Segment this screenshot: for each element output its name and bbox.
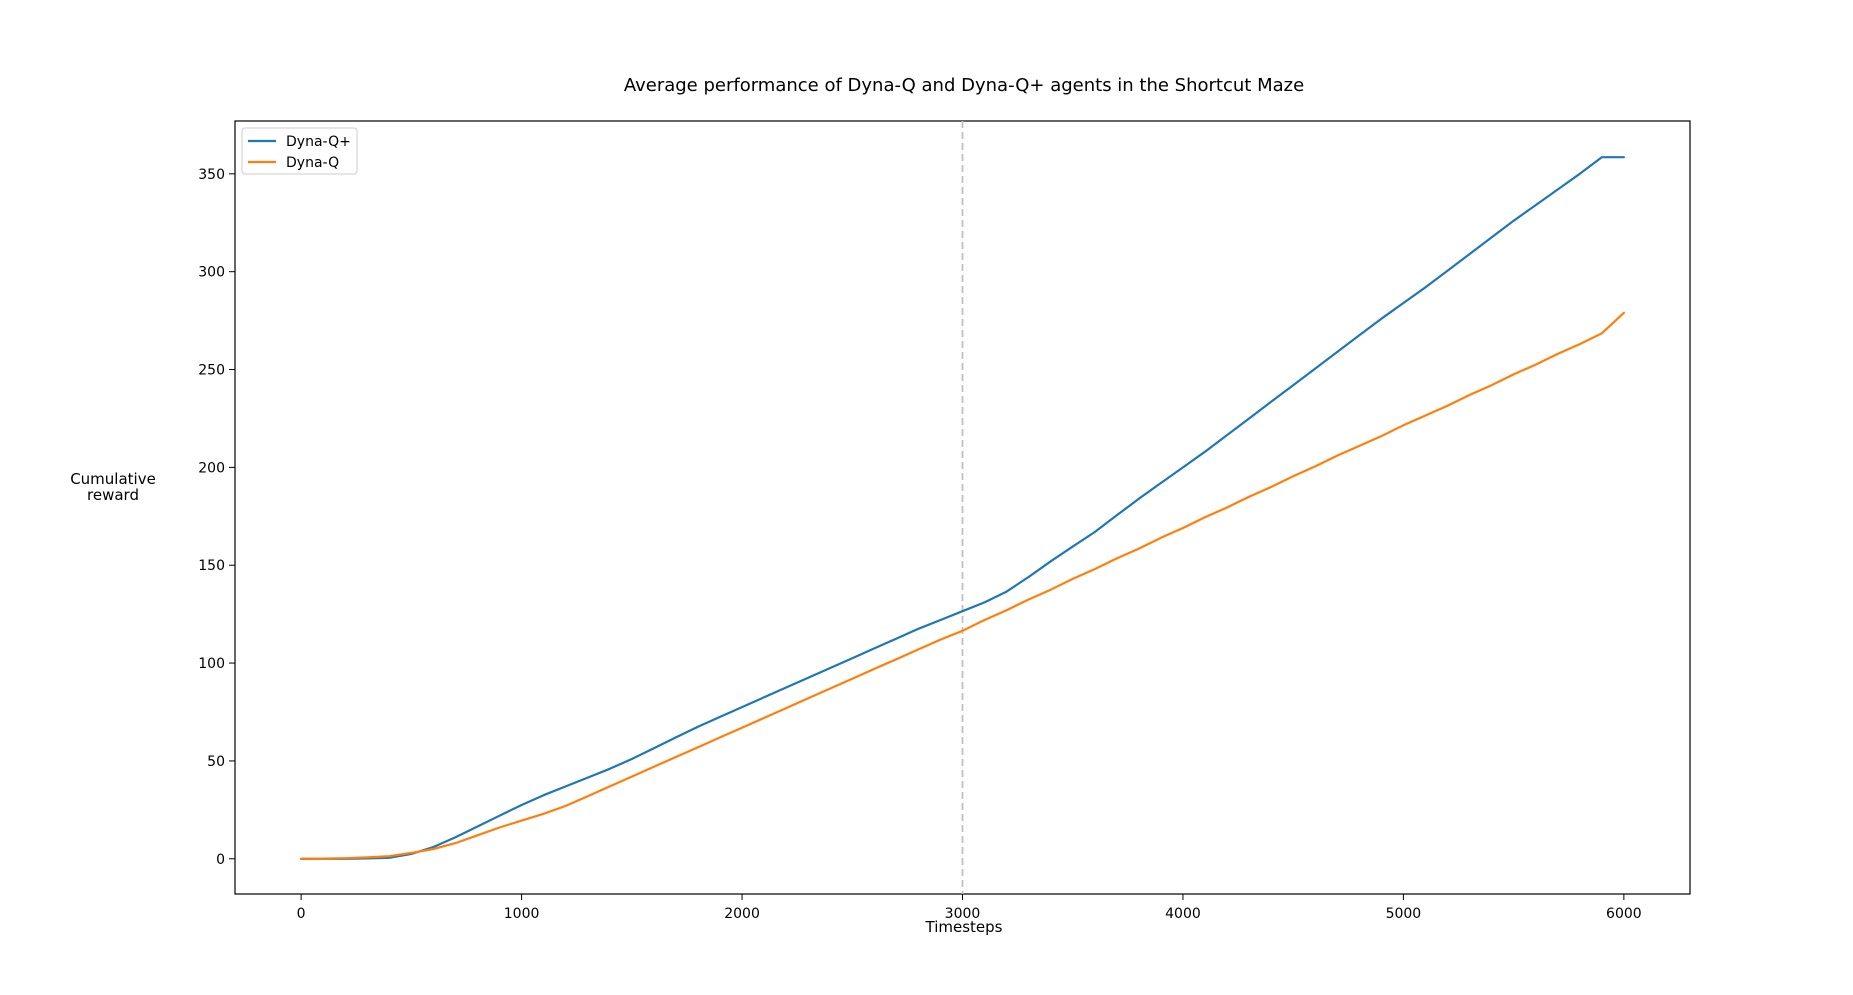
x-tick-label: 0 bbox=[297, 906, 306, 922]
y-tick-label: 200 bbox=[198, 460, 225, 476]
x-tick-label: 2000 bbox=[724, 906, 760, 922]
y-tick-label: 100 bbox=[198, 656, 225, 672]
plot-area: 0 1000 2000 3000 4000 5000 6000 0 50 100 150 200 250… bbox=[198, 120, 1691, 922]
series-line-dyna-q bbox=[300, 156, 1626, 860]
x-tick-label: 5000 bbox=[1386, 906, 1422, 922]
legend-label: Dyna-Q+ bbox=[286, 134, 351, 150]
y-tick-label: 0 bbox=[216, 852, 225, 868]
x-tick-label: 4000 bbox=[1165, 906, 1201, 922]
y-axis-label: Cumulative reward bbox=[70, 470, 156, 504]
y-tick-label: 350 bbox=[198, 167, 225, 183]
legend: Dyna-Q+ Dyna-Q bbox=[241, 127, 358, 175]
y-tick-label: 300 bbox=[198, 265, 225, 281]
y-axis-label-line: Cumulative bbox=[70, 470, 156, 488]
series-line-dyna-q bbox=[300, 311, 1626, 860]
legend-label: Dyna-Q bbox=[286, 155, 339, 171]
y-tick-label: 50 bbox=[207, 754, 225, 770]
y-tick-label: 250 bbox=[198, 363, 225, 379]
x-tick-label: 3000 bbox=[945, 906, 981, 922]
x-axis-label: Timesteps bbox=[925, 918, 1003, 936]
y-tick-label: 150 bbox=[198, 558, 225, 574]
chart-title: Average performance of Dyna-Q and Dyna-Q… bbox=[624, 75, 1304, 96]
x-tick-label: 6000 bbox=[1606, 906, 1642, 922]
y-axis-label-line: reward bbox=[87, 486, 139, 504]
x-tick-label: 1000 bbox=[504, 906, 540, 922]
